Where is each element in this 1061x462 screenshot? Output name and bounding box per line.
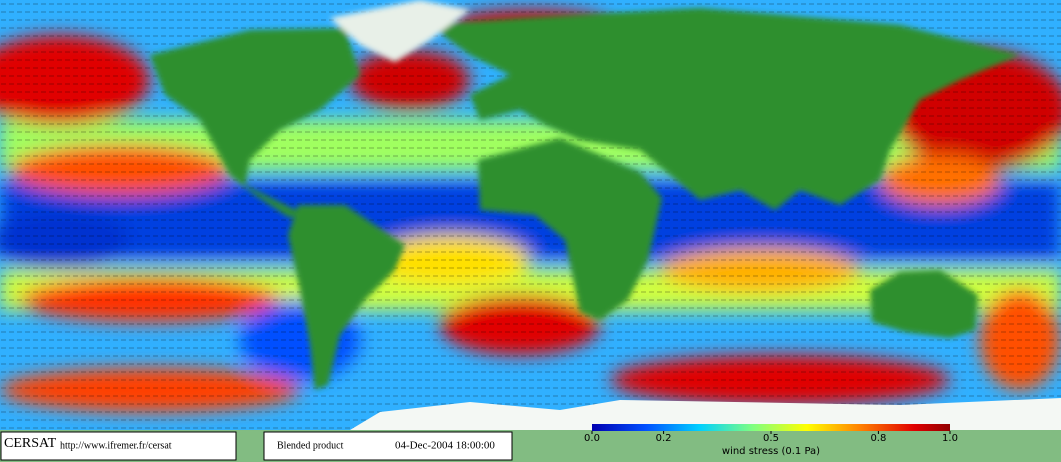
- colorbar: [592, 424, 950, 431]
- south-america: [288, 205, 405, 390]
- greenland: [330, 0, 470, 62]
- colorbar-label: wind stress (0.1 Pa): [722, 446, 820, 457]
- eurasia: [430, 8, 1020, 210]
- colorbar-tick-label: 1.0: [942, 433, 958, 444]
- logo-url: http://www.ifremer.fr/cersat: [60, 440, 172, 451]
- colorbar-tick-label: 0.8: [870, 433, 886, 444]
- australia: [870, 270, 978, 338]
- product-name: Blended product: [277, 440, 344, 451]
- colorbar-tick-label: 0.2: [656, 433, 672, 444]
- product-date: 04-Dec-2004 18:00:00: [395, 440, 495, 452]
- product-box: [263, 431, 513, 461]
- colorbar-tick-label: 0.0: [584, 433, 600, 444]
- land: [150, 0, 1020, 390]
- colorbar-tick-label: 0.5: [763, 433, 779, 444]
- north-america: [150, 28, 360, 218]
- antarctica: [350, 398, 1061, 430]
- logo-box: [0, 431, 237, 461]
- logo-name: CERSAT: [4, 436, 57, 451]
- africa: [478, 138, 662, 320]
